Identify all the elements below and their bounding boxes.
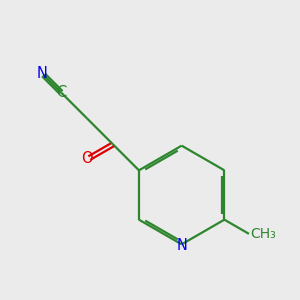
Text: CH₃: CH₃ bbox=[250, 227, 276, 241]
Text: N: N bbox=[36, 66, 47, 81]
Text: O: O bbox=[81, 151, 92, 166]
Text: N: N bbox=[176, 238, 187, 253]
Text: C: C bbox=[56, 85, 66, 100]
